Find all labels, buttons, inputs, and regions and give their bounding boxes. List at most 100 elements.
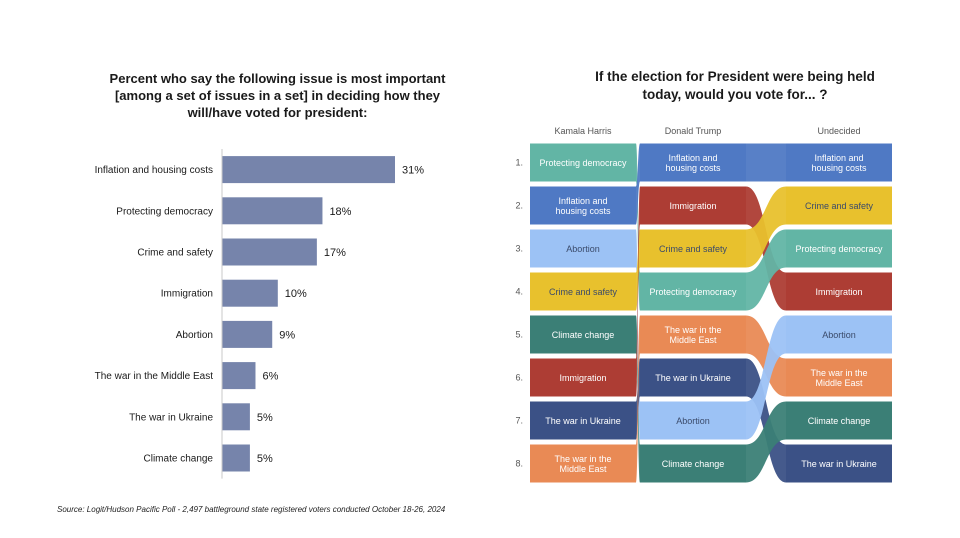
bump-node-label: Crime and safety <box>659 244 728 254</box>
bump-node-box <box>786 401 892 440</box>
bump-node-box <box>786 358 892 397</box>
bar-category-label: Abortion <box>176 330 213 341</box>
bar-category-label: Immigration <box>161 289 213 300</box>
left-title-line: [among a set of issues in a set] in deci… <box>114 88 441 103</box>
bump-node-label: Protecting democracy <box>795 244 883 254</box>
bump-node: Climate change <box>640 444 746 483</box>
flow-band <box>746 315 786 397</box>
bump-node-box <box>530 272 636 311</box>
bump-node: The war in the Middle East <box>640 315 746 354</box>
bump-node-label: Protecting democracy <box>649 287 737 297</box>
bump-node-label: Climate change <box>662 459 725 469</box>
bump-node-box <box>640 444 746 483</box>
bar-value-label: 5% <box>257 453 273 465</box>
bar-category-label: Protecting democracy <box>116 206 213 217</box>
bump-node: Crime and safety <box>786 186 892 225</box>
bar <box>222 197 323 225</box>
rank-label: 2. <box>515 201 523 211</box>
rank-label: 1. <box>515 158 523 168</box>
right-title-line: today, would you vote for... ? <box>642 87 828 102</box>
rank-label: 3. <box>515 244 523 254</box>
bar-value-label: 9% <box>279 329 295 341</box>
bar <box>222 156 395 184</box>
bar-category-label: Inflation and housing costs <box>95 165 213 176</box>
bump-node-box <box>530 186 636 225</box>
bump-node-box <box>786 272 892 311</box>
bump-node: The war in Ukraine <box>786 444 892 483</box>
bump-node: Protecting democracy <box>640 272 746 311</box>
bump-node-label: The war in the Middle East <box>554 454 611 474</box>
left-title-line: Percent who say the following issue is m… <box>109 71 446 86</box>
flow-band <box>746 229 786 311</box>
bump-node-label: Immigration <box>559 373 606 383</box>
bump-node-box <box>530 401 636 440</box>
flow-band <box>746 143 786 182</box>
bump-node-box <box>786 186 892 225</box>
source-note: Source: Logit/Hudson Pacific Poll - 2,49… <box>57 505 446 514</box>
left-title-line: will/have voted for president: <box>187 105 368 120</box>
rank-label: 5. <box>515 330 523 340</box>
bump-node-label: Immigration <box>669 201 716 211</box>
column-header: Donald Trump <box>665 126 722 136</box>
bar-value-label: 5% <box>257 412 273 424</box>
flow-band <box>746 401 786 483</box>
bump-node: Crime and safety <box>640 229 746 268</box>
bar <box>222 320 273 348</box>
bump-node-box <box>640 229 746 268</box>
bar <box>222 362 256 390</box>
rank-label: 4. <box>515 287 523 297</box>
bump-node-label: Abortion <box>566 244 600 254</box>
flow-band <box>746 186 786 268</box>
bar-value-label: 10% <box>285 288 307 300</box>
bar-value-label: 18% <box>329 206 351 218</box>
bump-node-label: The war in Ukraine <box>655 373 731 383</box>
bump-node-label: Climate change <box>808 416 871 426</box>
bump-node-box <box>640 315 746 354</box>
bump-node-box <box>640 186 746 225</box>
bump-node-box <box>640 358 746 397</box>
bump-node-box <box>786 444 892 483</box>
rank-label: 8. <box>515 459 523 469</box>
bump-node-label: Immigration <box>815 287 862 297</box>
bump-node: Inflation and housing costs <box>530 186 636 225</box>
bar <box>222 279 278 307</box>
bump-node: The war in Ukraine <box>530 401 636 440</box>
bump-node-label: Abortion <box>822 330 856 340</box>
bump-node-label: Abortion <box>676 416 710 426</box>
bump-node-box <box>786 229 892 268</box>
bump-node-label: Crime and safety <box>549 287 618 297</box>
bump-node: Immigration <box>640 186 746 225</box>
bump-node-box <box>530 143 636 182</box>
bump-node: The war in the Middle East <box>786 358 892 397</box>
bump-node-box <box>640 143 746 182</box>
bump-node-label: Protecting democracy <box>539 158 627 168</box>
bump-node-label: Climate change <box>552 330 615 340</box>
bar-category-label: Crime and safety <box>137 248 213 259</box>
left-chart-title: Percent who say the following issue is m… <box>100 70 455 121</box>
bar-value-label: 17% <box>324 247 346 259</box>
bar <box>222 238 317 266</box>
bump-node-label: The war in Ukraine <box>545 416 621 426</box>
bump-node-label: Inflation and housing costs <box>811 153 867 173</box>
bar-category-label: Climate change <box>144 454 214 465</box>
bar <box>222 444 250 472</box>
rank-label: 7. <box>515 416 523 426</box>
bump-node-box <box>530 229 636 268</box>
bump-node-box <box>640 401 746 440</box>
bump-node: Abortion <box>530 229 636 268</box>
right-chart-title: If the election for President were being… <box>560 68 910 104</box>
right-title-line: If the election for President were being… <box>595 69 875 84</box>
bump-node: The war in the Middle East <box>530 444 636 483</box>
flow-band <box>636 143 640 225</box>
flow-band <box>746 315 786 440</box>
bump-node: The war in Ukraine <box>640 358 746 397</box>
vote-choice-bump-chart: Kamala Harris Donald Trump Undecided 1. 2. 3.… <box>515 126 892 483</box>
bump-node-box <box>530 358 636 397</box>
bump-node: Abortion <box>786 315 892 354</box>
bump-node: Immigration <box>786 272 892 311</box>
flow-bands <box>636 143 786 483</box>
flow-band <box>636 315 640 483</box>
bump-node-label: The war in the Middle East <box>664 325 721 345</box>
flow-band <box>636 186 640 397</box>
bump-node-box <box>530 444 636 483</box>
